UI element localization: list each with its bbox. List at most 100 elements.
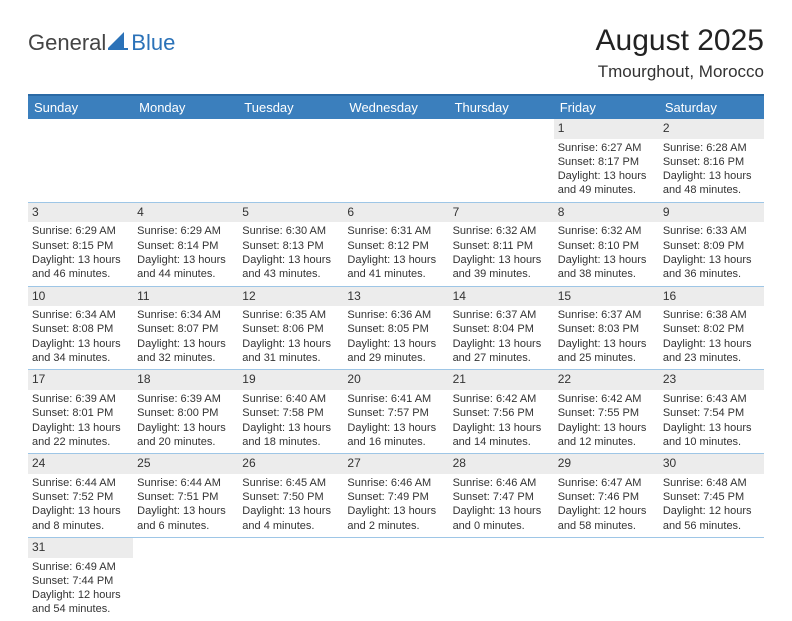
sunrise-text: Sunrise: 6:46 AM bbox=[453, 476, 550, 490]
sunrise-text: Sunrise: 6:31 AM bbox=[347, 224, 444, 238]
day-number: 5 bbox=[238, 203, 343, 223]
daylight-text: and 39 minutes. bbox=[453, 267, 550, 281]
sunrise-text: Sunrise: 6:44 AM bbox=[137, 476, 234, 490]
sunrise-text: Sunrise: 6:38 AM bbox=[663, 308, 760, 322]
calendar-cell: 13Sunrise: 6:36 AMSunset: 8:05 PMDayligh… bbox=[343, 286, 448, 370]
sunset-text: Sunset: 7:46 PM bbox=[558, 490, 655, 504]
calendar-cell: 28Sunrise: 6:46 AMSunset: 7:47 PMDayligh… bbox=[449, 454, 554, 538]
daylight-text: and 34 minutes. bbox=[32, 351, 129, 365]
header: General Blue August 2025 Tmourghout, Mor… bbox=[28, 24, 764, 82]
day-number: 23 bbox=[659, 370, 764, 390]
daylight-text: Daylight: 13 hours bbox=[32, 253, 129, 267]
sunset-text: Sunset: 8:11 PM bbox=[453, 239, 550, 253]
day-number: 2 bbox=[659, 119, 764, 139]
sunset-text: Sunset: 8:03 PM bbox=[558, 322, 655, 336]
day-number: 28 bbox=[449, 454, 554, 474]
logo: General Blue bbox=[28, 30, 175, 56]
sunset-text: Sunset: 7:56 PM bbox=[453, 406, 550, 420]
sunset-text: Sunset: 8:17 PM bbox=[558, 155, 655, 169]
sunrise-text: Sunrise: 6:39 AM bbox=[137, 392, 234, 406]
sunset-text: Sunset: 7:57 PM bbox=[347, 406, 444, 420]
calendar-cell bbox=[449, 537, 554, 620]
calendar-cell: 11Sunrise: 6:34 AMSunset: 8:07 PMDayligh… bbox=[133, 286, 238, 370]
daylight-text: and 18 minutes. bbox=[242, 435, 339, 449]
daylight-text: and 29 minutes. bbox=[347, 351, 444, 365]
day-number: 16 bbox=[659, 287, 764, 307]
daylight-text: Daylight: 13 hours bbox=[453, 253, 550, 267]
daylight-text: Daylight: 13 hours bbox=[558, 169, 655, 183]
sunrise-text: Sunrise: 6:36 AM bbox=[347, 308, 444, 322]
day-number: 29 bbox=[554, 454, 659, 474]
day-number: 11 bbox=[133, 287, 238, 307]
calendar-cell: 15Sunrise: 6:37 AMSunset: 8:03 PMDayligh… bbox=[554, 286, 659, 370]
sunset-text: Sunset: 8:01 PM bbox=[32, 406, 129, 420]
daylight-text: Daylight: 12 hours bbox=[32, 588, 129, 602]
daylight-text: Daylight: 13 hours bbox=[453, 504, 550, 518]
calendar-cell bbox=[238, 119, 343, 202]
day-number: 31 bbox=[28, 538, 133, 558]
daylight-text: and 16 minutes. bbox=[347, 435, 444, 449]
daylight-text: and 32 minutes. bbox=[137, 351, 234, 365]
day-number: 1 bbox=[554, 119, 659, 139]
calendar-week-row: 24Sunrise: 6:44 AMSunset: 7:52 PMDayligh… bbox=[28, 454, 764, 538]
calendar-cell: 7Sunrise: 6:32 AMSunset: 8:11 PMDaylight… bbox=[449, 202, 554, 286]
daylight-text: Daylight: 13 hours bbox=[137, 504, 234, 518]
logo-text-general: General bbox=[28, 30, 106, 56]
sunrise-text: Sunrise: 6:33 AM bbox=[663, 224, 760, 238]
sunrise-text: Sunrise: 6:37 AM bbox=[453, 308, 550, 322]
daylight-text: Daylight: 13 hours bbox=[32, 504, 129, 518]
sunrise-text: Sunrise: 6:29 AM bbox=[32, 224, 129, 238]
calendar-week-row: 10Sunrise: 6:34 AMSunset: 8:08 PMDayligh… bbox=[28, 286, 764, 370]
daylight-text: and 58 minutes. bbox=[558, 519, 655, 533]
daylight-text: and 0 minutes. bbox=[453, 519, 550, 533]
daylight-text: Daylight: 13 hours bbox=[242, 337, 339, 351]
daylight-text: Daylight: 13 hours bbox=[347, 504, 444, 518]
sunrise-text: Sunrise: 6:27 AM bbox=[558, 141, 655, 155]
sunrise-text: Sunrise: 6:47 AM bbox=[558, 476, 655, 490]
sunset-text: Sunset: 8:16 PM bbox=[663, 155, 760, 169]
daylight-text: Daylight: 13 hours bbox=[663, 169, 760, 183]
daylight-text: and 10 minutes. bbox=[663, 435, 760, 449]
calendar-cell: 26Sunrise: 6:45 AMSunset: 7:50 PMDayligh… bbox=[238, 454, 343, 538]
sunset-text: Sunset: 7:50 PM bbox=[242, 490, 339, 504]
calendar-cell: 21Sunrise: 6:42 AMSunset: 7:56 PMDayligh… bbox=[449, 370, 554, 454]
daylight-text: and 25 minutes. bbox=[558, 351, 655, 365]
calendar-cell bbox=[554, 537, 659, 620]
daylight-text: and 12 minutes. bbox=[558, 435, 655, 449]
calendar-cell: 10Sunrise: 6:34 AMSunset: 8:08 PMDayligh… bbox=[28, 286, 133, 370]
calendar-cell bbox=[28, 119, 133, 202]
daylight-text: and 14 minutes. bbox=[453, 435, 550, 449]
day-header: Friday bbox=[554, 95, 659, 119]
calendar-week-row: 3Sunrise: 6:29 AMSunset: 8:15 PMDaylight… bbox=[28, 202, 764, 286]
day-number: 7 bbox=[449, 203, 554, 223]
sunset-text: Sunset: 8:08 PM bbox=[32, 322, 129, 336]
sunset-text: Sunset: 8:12 PM bbox=[347, 239, 444, 253]
daylight-text: and 43 minutes. bbox=[242, 267, 339, 281]
title-block: August 2025 Tmourghout, Morocco bbox=[596, 24, 764, 82]
sunrise-text: Sunrise: 6:37 AM bbox=[558, 308, 655, 322]
day-number: 15 bbox=[554, 287, 659, 307]
sunrise-text: Sunrise: 6:42 AM bbox=[558, 392, 655, 406]
sunset-text: Sunset: 8:04 PM bbox=[453, 322, 550, 336]
calendar-cell: 18Sunrise: 6:39 AMSunset: 8:00 PMDayligh… bbox=[133, 370, 238, 454]
calendar-cell: 6Sunrise: 6:31 AMSunset: 8:12 PMDaylight… bbox=[343, 202, 448, 286]
sunset-text: Sunset: 8:15 PM bbox=[32, 239, 129, 253]
daylight-text: and 41 minutes. bbox=[347, 267, 444, 281]
calendar-cell: 22Sunrise: 6:42 AMSunset: 7:55 PMDayligh… bbox=[554, 370, 659, 454]
sunrise-text: Sunrise: 6:32 AM bbox=[558, 224, 655, 238]
logo-sail-icon bbox=[108, 30, 130, 56]
sunrise-text: Sunrise: 6:35 AM bbox=[242, 308, 339, 322]
day-number: 30 bbox=[659, 454, 764, 474]
sunset-text: Sunset: 8:10 PM bbox=[558, 239, 655, 253]
sunrise-text: Sunrise: 6:43 AM bbox=[663, 392, 760, 406]
calendar-cell: 19Sunrise: 6:40 AMSunset: 7:58 PMDayligh… bbox=[238, 370, 343, 454]
day-number: 19 bbox=[238, 370, 343, 390]
daylight-text: Daylight: 13 hours bbox=[663, 337, 760, 351]
daylight-text: Daylight: 13 hours bbox=[453, 421, 550, 435]
sunrise-text: Sunrise: 6:28 AM bbox=[663, 141, 760, 155]
sunrise-text: Sunrise: 6:44 AM bbox=[32, 476, 129, 490]
daylight-text: Daylight: 13 hours bbox=[347, 337, 444, 351]
daylight-text: Daylight: 12 hours bbox=[558, 504, 655, 518]
day-number: 6 bbox=[343, 203, 448, 223]
sunset-text: Sunset: 7:52 PM bbox=[32, 490, 129, 504]
